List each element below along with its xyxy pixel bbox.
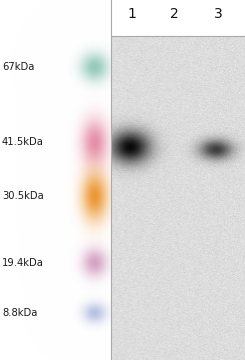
Text: 19.4kDa: 19.4kDa xyxy=(2,258,44,268)
Text: 41.5kDa: 41.5kDa xyxy=(2,137,44,147)
Text: 67kDa: 67kDa xyxy=(2,62,34,72)
Text: 8.8kDa: 8.8kDa xyxy=(2,308,37,318)
Text: 2: 2 xyxy=(170,8,178,21)
Text: 30.5kDa: 30.5kDa xyxy=(2,191,44,201)
Text: 1: 1 xyxy=(128,8,137,21)
Text: 3: 3 xyxy=(214,8,222,21)
